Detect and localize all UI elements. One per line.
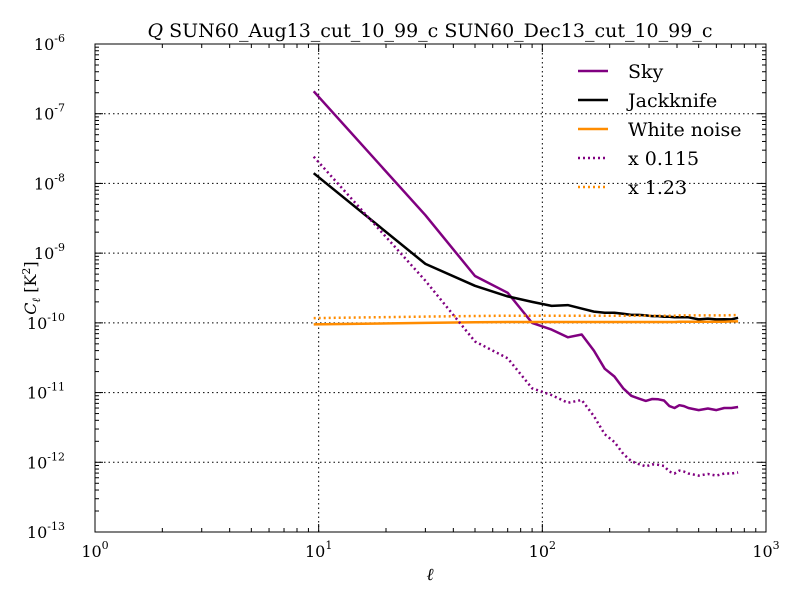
y-tick-label: 10-9 <box>34 241 65 263</box>
y-tick-label: 10-7 <box>34 102 65 124</box>
x-tick-label: 101 <box>305 539 332 561</box>
series-line-jackknife <box>312 172 739 321</box>
x-tick-label: 102 <box>529 539 556 561</box>
x-tick-label: 100 <box>81 539 108 561</box>
series-line-x-1-23 <box>313 313 739 320</box>
y-tick-label: 10-6 <box>34 32 65 54</box>
ticks: 100 101 102 103 10-13 10-12 10-11 10-10 10-9 10-8… <box>27 32 780 561</box>
series-lines <box>312 90 739 477</box>
y-tick-label: 10-13 <box>27 520 65 542</box>
y-tick-label: 10-8 <box>34 171 65 193</box>
y-tick-label: 10-12 <box>27 450 65 472</box>
legend-label: White noise <box>628 119 742 141</box>
legend-label: Jackknife <box>626 90 717 112</box>
y-tick-label: 10-11 <box>27 381 65 403</box>
legend: Sky Jackknife White noise x 0.115 x 1.23 <box>578 61 742 199</box>
y-tick-label: 10-10 <box>27 311 65 333</box>
x-axis-label: ℓ <box>426 565 433 585</box>
series-line-white-noise <box>313 320 739 326</box>
plot-frame <box>94 43 767 533</box>
legend-label: x 1.23 <box>628 177 687 199</box>
legend-label: Sky <box>628 61 664 83</box>
chart-title: Q SUN60_Aug13_cut_10_99_c SUN60_Dec13_cu… <box>148 20 713 42</box>
legend-label: x 0.115 <box>628 148 699 170</box>
y-axis-label: Cℓ [K2] <box>20 261 43 314</box>
series-line-sky <box>312 90 739 412</box>
x-tick-label: 103 <box>752 539 779 561</box>
